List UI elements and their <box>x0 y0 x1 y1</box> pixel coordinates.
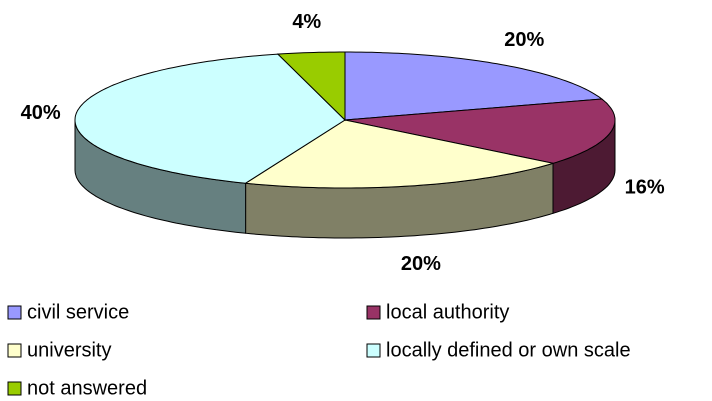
legend-label: local authority <box>386 301 509 323</box>
data-label: 16% <box>625 177 665 199</box>
pie-slice <box>276 51 346 122</box>
pie-slice <box>344 51 604 121</box>
legend-label: not answered <box>27 377 147 399</box>
legend-swatch <box>7 381 22 396</box>
pie-slice <box>244 119 555 189</box>
legend-swatch <box>366 343 381 358</box>
data-label: 20% <box>401 253 441 275</box>
legend-label: civil service <box>27 301 129 323</box>
pie-slice <box>344 98 616 164</box>
legend-swatch <box>7 305 22 320</box>
data-label: 40% <box>21 102 61 124</box>
legend-swatch <box>7 343 22 358</box>
pie-slice <box>74 53 346 184</box>
data-label: 4% <box>292 11 321 33</box>
legend-label: locally defined or own scale <box>386 339 631 361</box>
data-label: 20% <box>504 29 544 51</box>
legend-label: university <box>27 339 111 361</box>
legend-swatch <box>366 305 381 320</box>
